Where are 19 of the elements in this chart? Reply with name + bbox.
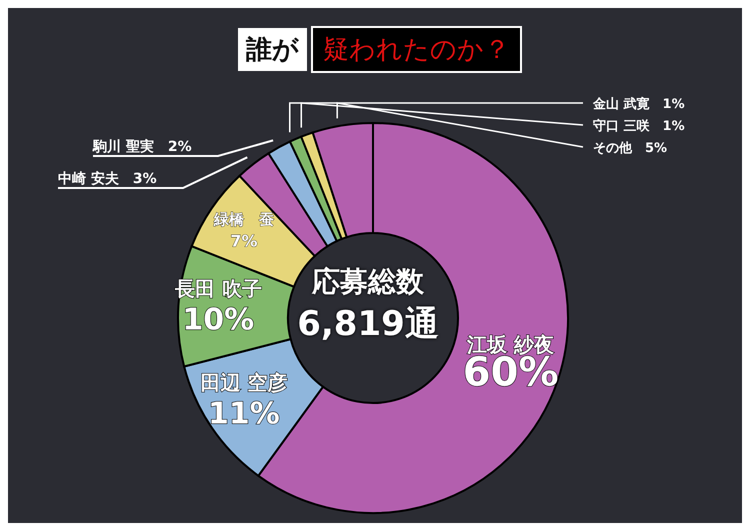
slice-label: 守口 三咲: [593, 119, 650, 134]
data-label: 10%: [182, 302, 254, 338]
text: 6,819通: [296, 303, 440, 346]
data-label: 1%: [662, 97, 685, 112]
text: 応募総数: [310, 264, 425, 300]
slice-label: 中崎 安夫: [58, 171, 119, 187]
slice-label: その他: [593, 141, 632, 156]
data-label: 3%: [132, 171, 157, 187]
chart-subtitle: 疑われたのか？: [311, 26, 522, 73]
slice-label: 金山 武寛: [593, 97, 650, 112]
slice-label: 田辺 空彦: [200, 370, 288, 394]
slice-label: 緑橋 蚕: [212, 210, 274, 229]
data-label: 5%: [645, 141, 668, 156]
data-label: 7%: [230, 232, 258, 251]
data-label: 1%: [662, 119, 685, 134]
data-label: 11%: [208, 396, 280, 432]
data-label: 2%: [168, 139, 192, 155]
chart-title: 誰が: [238, 28, 307, 71]
slice-label: 駒川 聖実: [93, 139, 154, 155]
